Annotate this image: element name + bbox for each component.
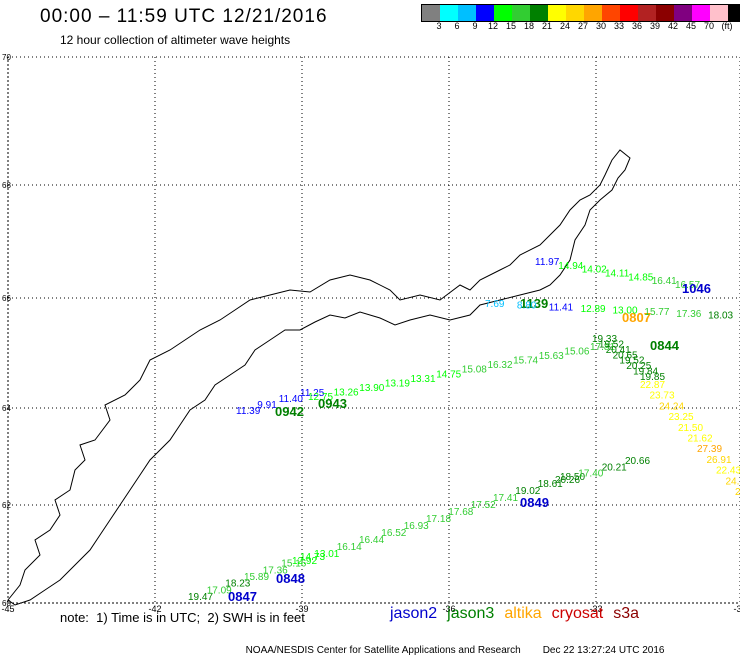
satellite-legend: jason2 jason3 altika cryosat s3a	[390, 605, 649, 623]
satellite-legend-jason2: jason2	[390, 605, 437, 622]
lat-label: 60	[2, 599, 11, 608]
swh-label: 21.50	[678, 423, 703, 434]
graticule: -45-42-39-36-33-30706866646260	[1, 53, 740, 614]
swh-label: 8.80	[517, 301, 537, 312]
credit-line: NOAA/NESDIS Center for Satellite Applica…	[240, 634, 664, 656]
swh-label: 14.85	[628, 272, 653, 283]
swh-label: 23.25	[669, 412, 694, 423]
swh-label: 16.32	[488, 360, 513, 371]
greenland-coastline	[8, 150, 630, 605]
swh-label: 27.39	[697, 444, 722, 455]
swh-label: 14.75	[436, 369, 461, 380]
track-time-label: 0848	[276, 571, 305, 586]
swh-label: 16.41	[652, 276, 677, 287]
credit-timestamp: Dec 22 13:27:24 UTC 2016	[543, 645, 665, 656]
swh-label: 22.87	[640, 380, 665, 391]
swh-label: 11.97	[535, 257, 560, 268]
track-time-label: 0847	[228, 589, 257, 604]
swh-label: 20.26	[555, 475, 580, 486]
track-time-label: 0844	[650, 338, 680, 353]
satellite-legend-altika: altika	[504, 605, 541, 622]
track-time-label: 1046	[682, 281, 711, 296]
swh-label: 13.90	[359, 383, 384, 394]
swh-label: 15.77	[644, 307, 669, 318]
swh-label: 14.94	[558, 261, 583, 272]
swh-label: 18.03	[708, 310, 733, 321]
swh-label: 15.74	[513, 356, 538, 367]
swh-label: 13.31	[411, 374, 436, 385]
satellite-legend-s3a: s3a	[613, 605, 639, 622]
credit-agency: NOAA/NESDIS Center for Satellite Applica…	[246, 645, 521, 656]
lat-label: 66	[2, 294, 11, 303]
swh-label: 15.06	[564, 347, 589, 358]
swh-label: 24.55	[726, 476, 740, 487]
track-time-label: 0943	[318, 396, 347, 411]
swh-label: 20.66	[625, 456, 650, 467]
lat-label: 62	[2, 501, 11, 510]
swh-label: 17.36	[676, 309, 701, 320]
swh-label: 24.24	[659, 401, 684, 412]
swh-label: 25.12	[735, 487, 740, 498]
swh-label: 22.43	[716, 466, 740, 477]
swh-label: 13.19	[385, 378, 410, 389]
swh-label: 12.89	[581, 304, 606, 315]
track-time-label: 0942	[275, 404, 304, 419]
swh-label: 26.91	[707, 455, 732, 466]
satellite-legend-jason3: jason3	[447, 605, 494, 622]
swh-label: 13.00	[613, 306, 638, 317]
swh-label: 15.63	[539, 351, 564, 362]
lat-label: 70	[2, 53, 11, 62]
track-time-label: 0849	[520, 495, 549, 510]
units-note: note: 1) Time is in UTC; 2) SWH is in fe…	[60, 610, 305, 625]
lon-label: -30	[733, 604, 740, 614]
satellite-legend-cryosat: cryosat	[552, 605, 604, 622]
swh-label: 11.41	[549, 302, 574, 313]
swh-label: 7.69	[485, 299, 505, 310]
swh-label: 15.08	[462, 365, 487, 376]
swh-label: 17.40	[578, 469, 603, 480]
swh-label: 14.02	[582, 265, 607, 276]
lat-label: 68	[2, 181, 11, 190]
swh-label: 20.21	[602, 462, 627, 473]
swh-label: 23.73	[650, 391, 675, 402]
lat-label: 64	[2, 404, 11, 413]
swh-label: 14.11	[605, 269, 630, 280]
map-border	[8, 57, 740, 603]
swh-label: 21.62	[688, 434, 713, 445]
